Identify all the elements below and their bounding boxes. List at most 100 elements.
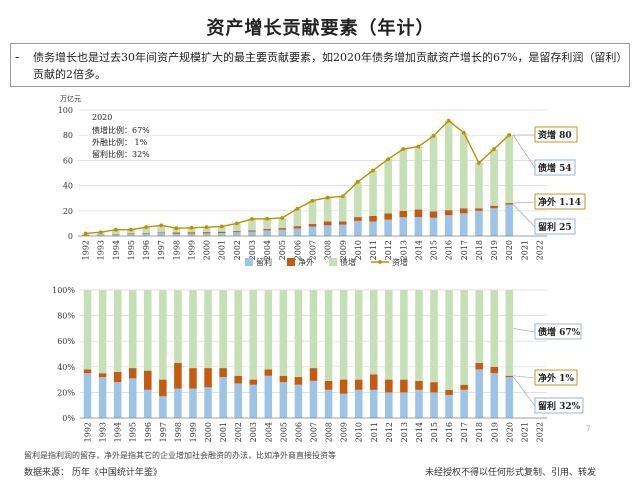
- line-point: [159, 223, 164, 228]
- bar-segment: [113, 290, 122, 372]
- line-point: [234, 221, 239, 226]
- bar-segment: [354, 181, 362, 218]
- bar-segment: [490, 149, 498, 206]
- x-tick-label: 2013: [399, 240, 408, 260]
- bar-segment: [187, 227, 196, 233]
- x-tick-label: 1998: [174, 422, 183, 442]
- y-tick-label: 100%: [52, 286, 75, 295]
- bar-segment: [399, 149, 408, 211]
- bar-segment: [127, 233, 135, 236]
- line-point: [189, 225, 194, 230]
- bar-segment: [384, 219, 392, 236]
- callout-text: 净外 1.14: [538, 196, 581, 208]
- callout-box: [534, 369, 578, 386]
- bar-segment: [142, 233, 150, 236]
- bar-segment: [293, 208, 302, 227]
- callout-leader: [513, 375, 536, 379]
- bar-segment: [505, 377, 514, 418]
- bar-segment: [475, 369, 483, 418]
- bar-segment: [264, 375, 273, 418]
- bar-segment: [294, 377, 303, 385]
- x-tick-label: 2003: [249, 422, 258, 442]
- callout-box: [534, 323, 582, 340]
- bar-segment: [128, 290, 137, 369]
- asset-growth-chart: 0 20 40 60 80 100 1992 1993 1994 1995 1996 1997 1998…: [58, 94, 586, 267]
- line-point: [144, 225, 148, 230]
- bar-segment: [429, 211, 438, 218]
- x-tick-label: 2018: [475, 422, 484, 442]
- bar-segment: [475, 362, 483, 370]
- bar-segment: [249, 384, 258, 418]
- bar-segment: [309, 380, 318, 418]
- bar-segment: [399, 217, 408, 236]
- bar-segment: [324, 380, 333, 390]
- bar-segment: [354, 379, 363, 390]
- x-tick-label: 2004: [264, 422, 273, 442]
- x-tick-label: 2022: [535, 422, 544, 442]
- x-tick-label: 2005: [279, 422, 288, 442]
- bar-segment: [127, 233, 135, 234]
- bar-segment: [309, 368, 318, 381]
- x-tick-label: 1999: [187, 240, 196, 260]
- bar-segment: [415, 380, 423, 390]
- bullet-marker: -: [15, 50, 20, 64]
- line-point: [401, 147, 406, 151]
- line-point: [280, 216, 285, 220]
- callout-leader: [513, 376, 536, 407]
- bar-segment: [369, 221, 377, 236]
- bar-segment: [429, 217, 438, 236]
- bar-segment: [234, 383, 242, 418]
- x-tick-label: 2008: [324, 240, 333, 260]
- bar-segment: [338, 224, 347, 236]
- line-point: [461, 130, 466, 135]
- callout-text: 留利 25: [538, 221, 572, 233]
- x-tick-label: 1994: [112, 240, 121, 260]
- summary-text: 债务增长也是过去30年间资产规模扩大的最主要贡献要素，如2020年债务增加贡献资…: [33, 51, 622, 81]
- y-tick-label: 0%: [62, 414, 75, 423]
- bar-segment: [369, 389, 378, 418]
- bar-segment: [189, 290, 197, 369]
- y-tick-label: 100: [58, 106, 73, 115]
- bar-segment: [475, 208, 483, 211]
- line-point: [325, 195, 330, 200]
- bar-segment: [354, 290, 363, 380]
- bar-segment: [460, 384, 468, 390]
- bar-segment: [112, 229, 120, 235]
- bar-segment: [354, 217, 362, 221]
- line-point: [371, 168, 375, 173]
- bar-segment: [159, 290, 167, 380]
- bar-segment: [248, 230, 256, 232]
- bar-segment: [384, 213, 392, 220]
- bar-segment: [369, 374, 378, 390]
- x-tick-label: 2001: [218, 240, 227, 260]
- bar-segment: [157, 232, 165, 234]
- callout-box: [534, 126, 578, 143]
- bar-segment: [384, 159, 392, 214]
- bar-segment: [202, 233, 211, 236]
- bar-segment: [430, 392, 438, 418]
- bar-segment: [460, 208, 468, 214]
- bar-segment: [248, 218, 256, 231]
- x-tick-label: 2009: [340, 422, 349, 442]
- bar-segment: [308, 200, 317, 225]
- page-title: 资产增长贡献要素（年计）: [206, 18, 435, 39]
- legend-label: 债增: [340, 257, 356, 267]
- x-tick-label: 2011: [370, 422, 379, 442]
- callout-leader: [513, 328, 536, 333]
- x-tick-label: 2022: [535, 240, 544, 260]
- line-point: [446, 118, 451, 123]
- x-tick-label: 2012: [384, 240, 393, 260]
- x-tick-label: 1993: [99, 422, 108, 442]
- bar-segment: [248, 231, 256, 236]
- bar-segment: [414, 209, 423, 218]
- x-tick-label: 1996: [142, 240, 151, 260]
- bar-segment: [174, 290, 182, 363]
- bar-segment: [204, 290, 212, 369]
- legend-label: 留利: [256, 257, 272, 267]
- legend-label: 资增: [392, 257, 408, 267]
- x-tick-label: 2019: [490, 422, 499, 442]
- x-tick-label: 2000: [204, 422, 213, 442]
- bar-segment: [278, 217, 287, 229]
- callout-box: [534, 397, 584, 414]
- line-point: [355, 179, 360, 184]
